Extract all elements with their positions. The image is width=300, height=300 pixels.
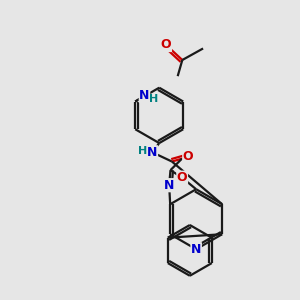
Text: N: N (147, 146, 158, 159)
Text: H: H (149, 94, 158, 104)
Text: O: O (183, 150, 194, 164)
Text: H: H (139, 146, 148, 156)
Text: N: N (164, 179, 174, 192)
Text: N: N (139, 89, 150, 102)
Text: N: N (191, 243, 201, 256)
Text: O: O (161, 38, 172, 52)
Text: O: O (177, 171, 188, 184)
